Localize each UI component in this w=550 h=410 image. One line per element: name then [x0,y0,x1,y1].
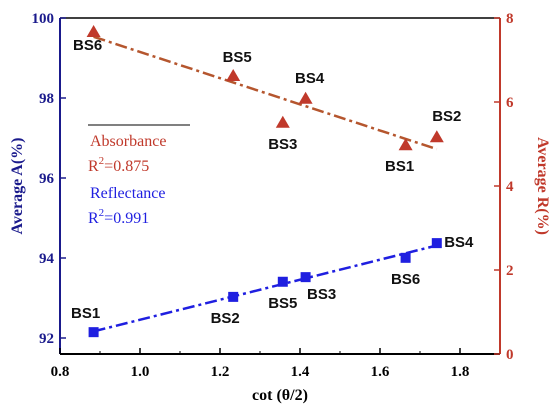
reflectance-point [300,272,311,283]
reflectance-fit-line [93,244,438,333]
right-y-tick-label: 2 [506,263,514,279]
x-tick-label: 1.2 [211,364,230,380]
x-axis-ticks: 0.8 1.0 1.2 1.4 1.6 1.8 [51,348,470,380]
reflectance-point [400,252,411,263]
reflectance-point [431,238,442,249]
right-y-tick-label: 4 [506,179,514,195]
x-axis-title: cot (θ/2) [252,387,308,404]
left-y-tick-label: 92 [39,331,54,347]
legend: Absorbance R2=0.875 Reflectance R2=0.991 [88,124,190,227]
reflectance-point [88,327,99,338]
left-y-tick-label: 96 [39,171,55,187]
reflectance-point [228,291,239,302]
left-y-axis-title: Average A(%) [9,138,26,235]
reflectance-point-label: BS1 [71,305,100,322]
data-points [86,25,444,338]
absorbance-point [298,91,313,104]
absorbance-point-label: BS1 [385,158,414,175]
reflectance-point-label: BS2 [211,310,240,327]
left-y-axis-ticks: 92 94 96 98 100 [32,11,66,347]
reflectance-point-label: BS5 [268,295,297,312]
x-tick-label: 1.0 [131,364,150,380]
right-y-tick-label: 8 [506,11,514,27]
reflectance-point-label: BS3 [307,286,336,303]
legend-reflectance-r2: R2=0.991 [88,207,149,227]
absorbance-point [398,138,413,151]
left-y-tick-label: 100 [32,11,55,27]
absorbance-point [86,25,101,37]
reflectance-point-label: BS6 [391,271,420,288]
reflectance-point [277,276,288,287]
x-tick-label: 1.8 [451,364,470,380]
right-y-tick-label: 6 [506,95,514,111]
legend-reflectance-label: Reflectance [90,185,166,202]
reflectance-point-label: BS4 [444,234,474,251]
absorbance-point-label: BS6 [73,37,102,54]
absorbance-point-label: BS2 [432,108,461,125]
absorbance-point-label: BS4 [295,70,325,87]
absorbance-point [226,69,241,81]
x-tick-label: 0.8 [51,364,70,380]
absorbance-point-label: BS5 [223,49,252,66]
legend-absorbance-label: Absorbance [90,133,166,150]
legend-absorbance-r2: R2=0.875 [88,155,149,175]
right-y-tick-label: 0 [506,347,514,363]
absorbance-point [429,130,444,143]
absorbance-point [275,115,290,128]
absorbance-point-label: BS3 [268,136,297,153]
x-tick-label: 1.4 [291,364,310,380]
right-y-axis-title: Average R(%) [534,137,550,235]
left-y-tick-label: 94 [39,251,55,267]
point-labels: BS6 BS5 BS3 BS4 BS1 BS2 BS1 BS2 BS5 BS3 BS6 BS4 [71,37,474,327]
absorbance-fit-line [93,35,438,151]
left-y-tick-label: 98 [39,91,54,107]
x-tick-label: 1.6 [371,364,390,380]
right-y-axis-ticks: 0 2 4 6 8 [494,11,514,363]
